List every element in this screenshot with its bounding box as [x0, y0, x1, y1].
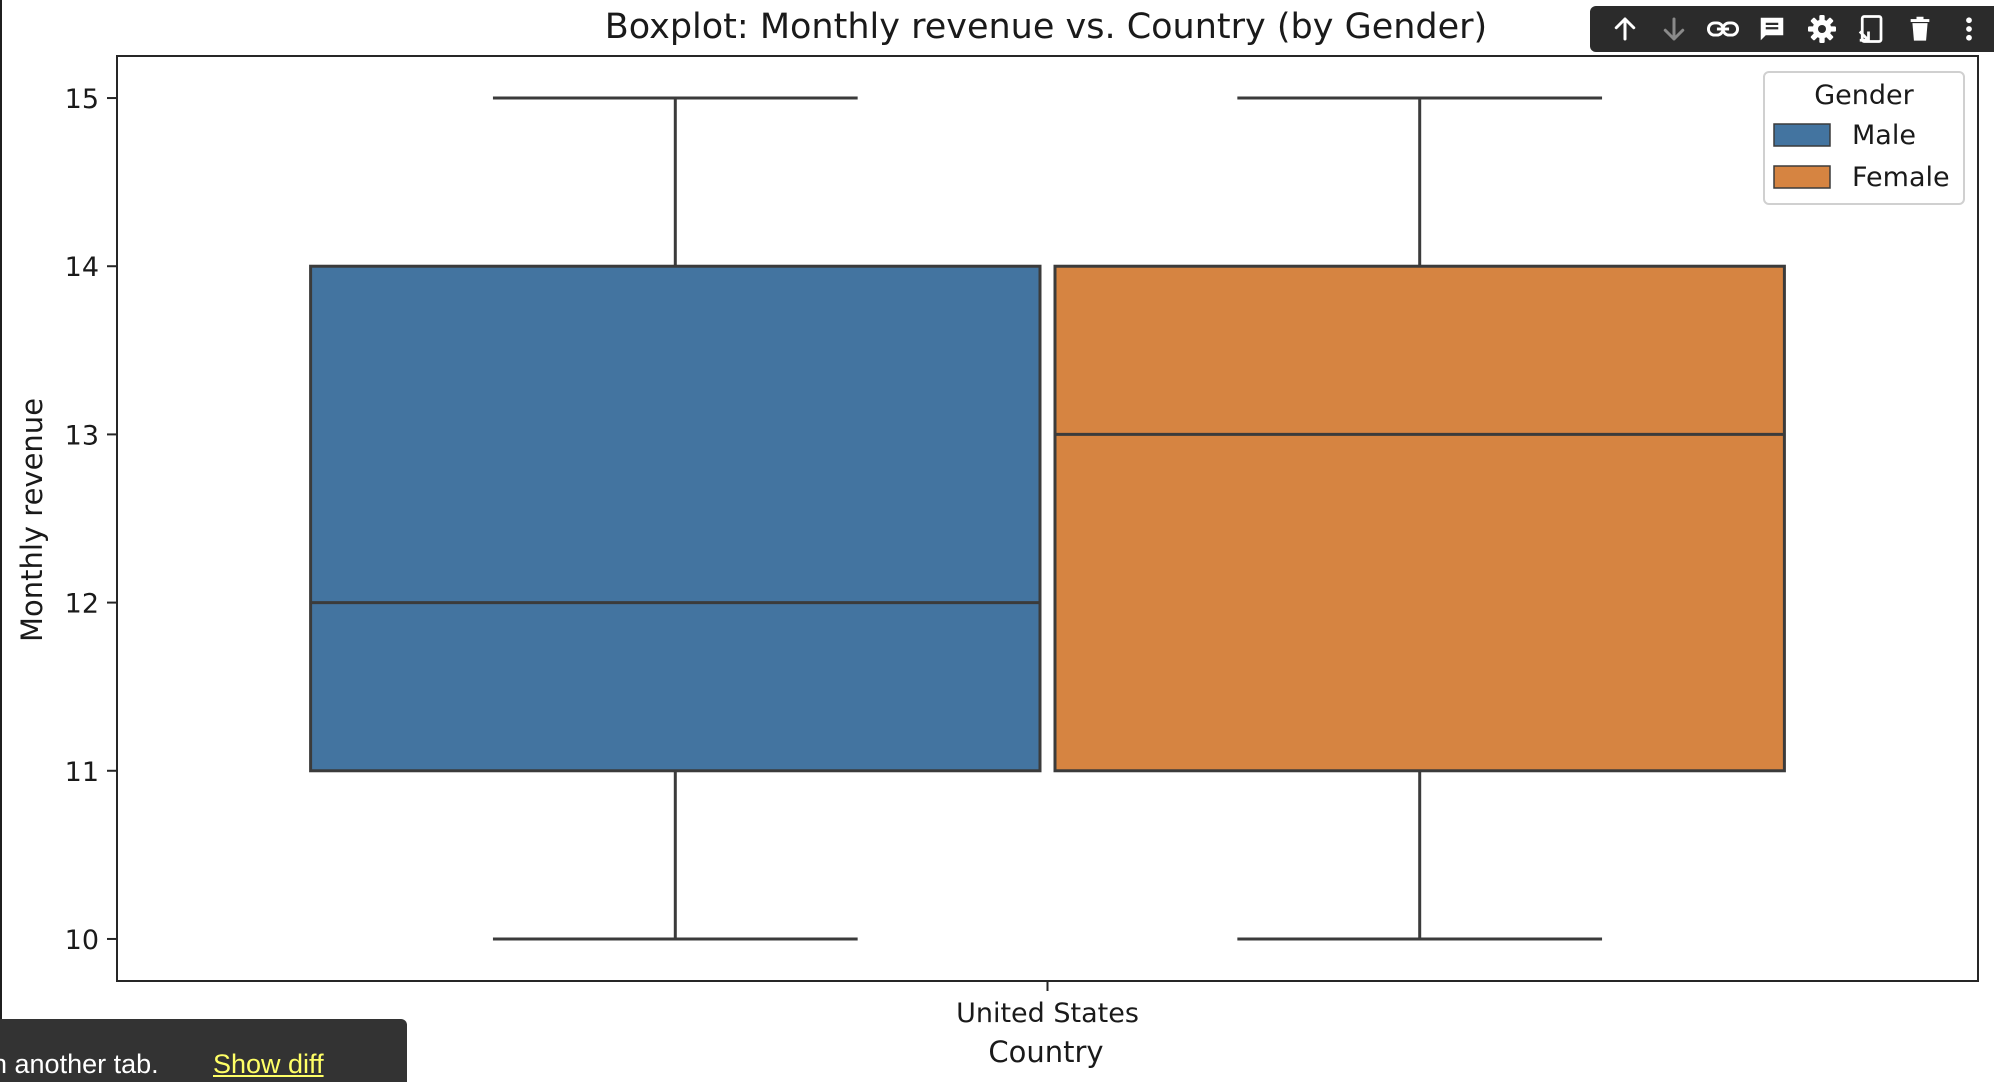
chart-title: Boxplot: Monthly revenue vs. Country (by…	[605, 7, 1487, 47]
mirror-cell-button[interactable]	[1846, 6, 1895, 52]
window-left-border	[0, 0, 2, 1082]
comment-icon	[1761, 17, 1784, 41]
y-tick-label: 10	[65, 925, 99, 956]
arrow-down-icon	[1663, 17, 1685, 41]
toast-message: n another tab.	[0, 1049, 159, 1079]
link-icon	[1707, 21, 1740, 37]
y-tick-label: 11	[65, 757, 99, 788]
x-axis-label: Country	[988, 1035, 1103, 1069]
more-actions-button[interactable]	[1945, 6, 1994, 52]
legend-swatch-male	[1773, 123, 1831, 147]
more-vert-icon	[1966, 17, 1973, 41]
gear-icon	[1807, 15, 1836, 43]
mirror-cell-icon	[1858, 15, 1883, 43]
notification-toast: n another tab. Show diff	[0, 1019, 407, 1082]
legend-label-male: Male	[1852, 120, 1916, 151]
box-female-iqr	[1053, 264, 1786, 773]
y-tick-label: 14	[65, 252, 99, 283]
delete-cell-button[interactable]	[1896, 6, 1945, 52]
cell-toolbar	[1590, 6, 1994, 52]
legend-title: Gender	[1814, 80, 1914, 111]
legend-label-female: Female	[1852, 162, 1950, 193]
move-up-button[interactable]	[1600, 6, 1649, 52]
add-comment-button[interactable]	[1748, 6, 1797, 52]
y-tick-label: 13	[65, 420, 99, 451]
copy-link-button[interactable]	[1699, 6, 1748, 52]
show-diff-link[interactable]: Show diff	[213, 1049, 324, 1079]
x-tick-label: United States	[956, 998, 1139, 1029]
legend-swatch-female	[1773, 165, 1831, 189]
y-tick-label: 12	[65, 589, 99, 620]
box-male-iqr	[309, 264, 1042, 773]
arrow-up-icon	[1614, 17, 1635, 41]
move-down-button[interactable]	[1649, 6, 1698, 52]
cell-settings-button[interactable]	[1797, 6, 1846, 52]
y-axis-label: Monthly revenue	[15, 398, 49, 642]
delete-icon	[1910, 16, 1930, 41]
y-tick-label: 15	[65, 84, 99, 115]
